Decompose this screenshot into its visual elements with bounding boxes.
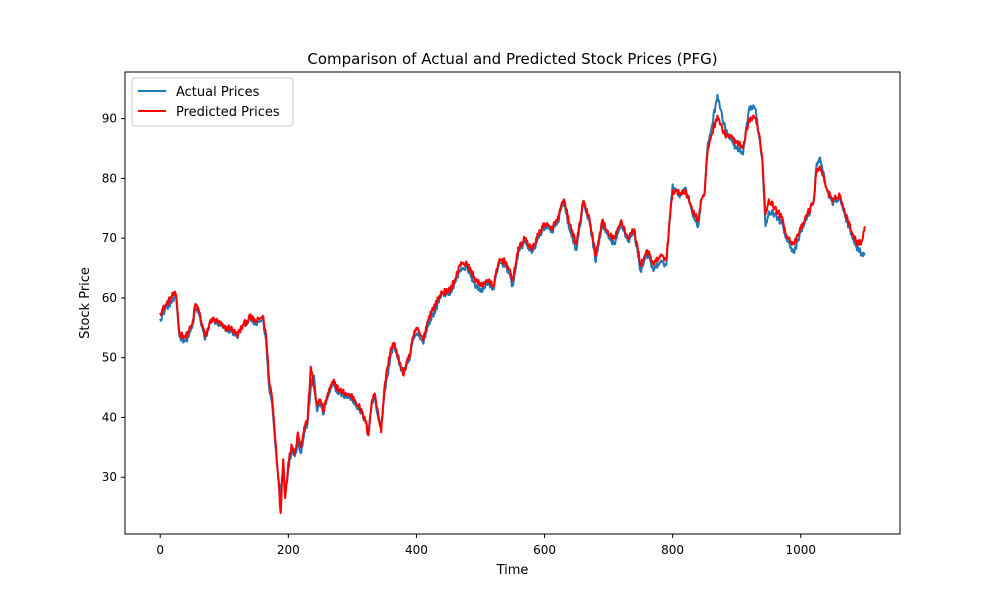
x-tick-label: 1000	[785, 543, 816, 557]
y-tick-label: 60	[102, 291, 117, 305]
x-tick-label: 600	[533, 543, 556, 557]
x-tick-label: 800	[661, 543, 684, 557]
y-tick-label: 50	[102, 351, 117, 365]
y-tick-label: 40	[102, 410, 117, 424]
plot-frame	[124, 71, 901, 535]
x-tick-label: 400	[405, 543, 428, 557]
y-tick-label: 80	[102, 171, 117, 185]
series-layer	[159, 93, 866, 515]
legend-box	[131, 77, 294, 127]
y-axis-label: Stock Price	[78, 267, 93, 339]
legend-label-actual-prices: Actual Prices	[176, 85, 260, 100]
y-tick-label: 30	[102, 470, 117, 484]
y-tick-label: 70	[102, 231, 117, 245]
chart-title: Comparison of Actual and Predicted Stock…	[307, 50, 717, 68]
x-tick-label: 200	[277, 543, 300, 557]
y-tick-label: 90	[102, 112, 117, 126]
legend-label-predicted-prices: Predicted Prices	[176, 105, 280, 120]
x-axis-label: Time	[496, 563, 529, 578]
legend: Actual Prices Predicted Prices	[131, 77, 294, 127]
series-line-predicted-prices	[159, 114, 866, 515]
x-tick-label: 0	[156, 543, 164, 557]
axis-ticks: 0 200 400 600 800 1000 30 40 50 60 70 80 90	[102, 112, 816, 557]
